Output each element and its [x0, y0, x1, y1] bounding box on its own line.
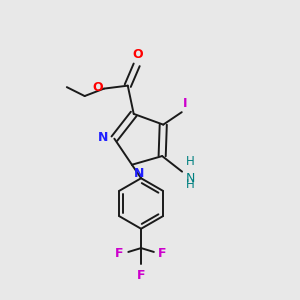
Text: N: N [134, 167, 145, 180]
Text: N: N [186, 172, 195, 185]
Text: O: O [132, 48, 142, 61]
Text: H: H [186, 178, 194, 191]
Text: H: H [186, 155, 194, 168]
Text: I: I [183, 97, 188, 110]
Text: N: N [98, 131, 108, 144]
Text: F: F [137, 269, 145, 282]
Text: F: F [158, 247, 167, 260]
Text: F: F [115, 247, 124, 260]
Text: O: O [92, 81, 103, 94]
